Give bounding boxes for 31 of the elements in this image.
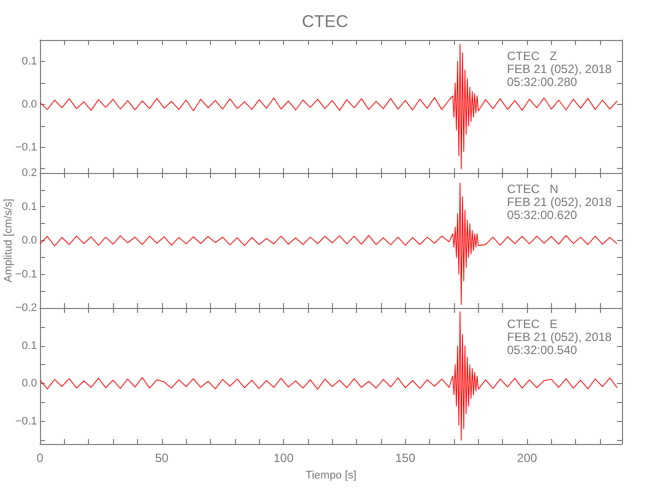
y-tick-label: −0.1: [15, 415, 37, 428]
annotation: 05:32:00.540: [507, 343, 578, 357]
annotation: FEB 21 (052), 2018: [507, 330, 612, 344]
y-axis-title: Amplitud [cm/s/s]: [2, 198, 14, 282]
y-tick-label: 0.0: [22, 378, 37, 390]
x-tick-label: 100: [274, 451, 294, 465]
annotation: 05:32:00.620: [507, 208, 578, 222]
line-series: [40, 311, 618, 441]
y-tick-label: 0.1: [22, 55, 37, 68]
line-series: [40, 44, 618, 170]
y-tick-label: −0.1: [15, 141, 37, 154]
x-axis-title: Tiempo [s]: [306, 470, 356, 482]
x-tick-label: 200: [517, 451, 538, 465]
y-tick-label: −0.2: [15, 302, 37, 314]
y-tick-label: 0.2: [22, 167, 37, 179]
annotation: CTEC E: [507, 317, 558, 331]
annotation: FEB 21 (052), 2018: [507, 195, 612, 209]
y-tick-label: 0.0: [22, 98, 37, 110]
x-tick-label: 150: [395, 451, 416, 465]
y-tick-label: 0.1: [22, 200, 37, 213]
y-tick-label: 0.0: [22, 234, 37, 246]
x-tick-label: 50: [155, 451, 169, 465]
annotation: CTEC Z: [507, 49, 557, 63]
x-tick-label: 0: [36, 451, 44, 465]
annotation: CTEC N: [507, 182, 558, 196]
annotation: 05:32:00.280: [507, 75, 578, 89]
y-tick-label: 0.1: [22, 340, 37, 352]
line-series: [40, 182, 618, 306]
chart-title: CTEC: [302, 12, 348, 31]
y-tick-label: −0.1: [15, 268, 37, 280]
annotation: FEB 21 (052), 2018: [507, 62, 612, 76]
